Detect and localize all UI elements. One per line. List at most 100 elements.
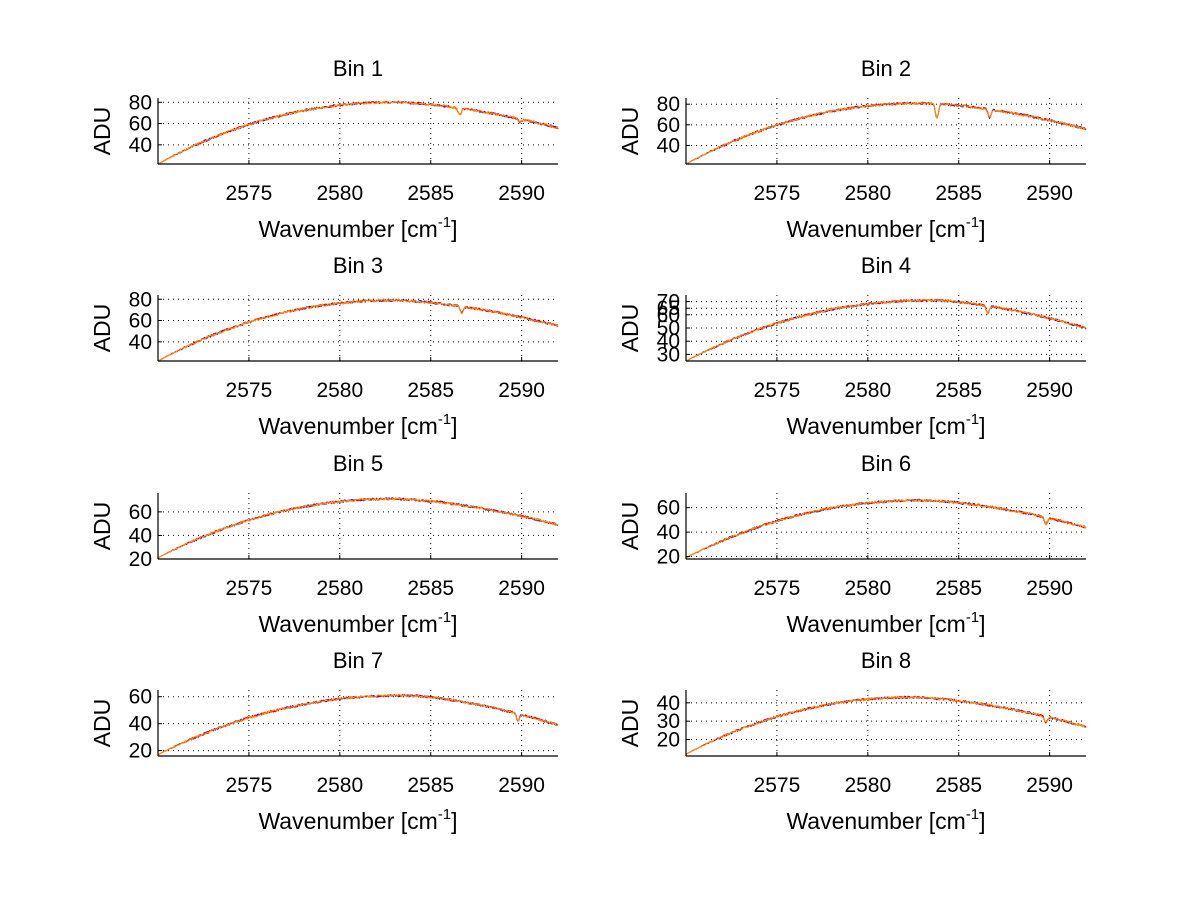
y-tick-label: 80 <box>129 288 152 311</box>
x-tick-label: 2575 <box>226 774 273 797</box>
y-tick-label: 20 <box>657 729 680 752</box>
x-tick-label: 2585 <box>407 774 454 797</box>
bin-1-series-3 <box>157 100 559 165</box>
x-axis-title-suffix: ] <box>451 216 457 242</box>
x-axis-title-main: Wavenumber [cm <box>786 808 965 834</box>
x-tick-label: 2580 <box>316 379 363 402</box>
x-axis-title-superscript: -1 <box>966 214 979 231</box>
x-axis-title-superscript: -1 <box>438 806 451 823</box>
panel-title: Bin 3 <box>333 253 383 278</box>
x-axis-title: Wavenumber [cm-1] <box>786 411 985 439</box>
y-tick-label: 60 <box>129 501 152 524</box>
x-tick-label: 2580 <box>844 379 891 402</box>
y-tick-label: 20 <box>129 548 152 571</box>
y-axis-title: ADU <box>89 502 115 551</box>
x-axis-title: Wavenumber [cm-1] <box>786 806 985 834</box>
y-tick-label: 40 <box>129 134 152 157</box>
x-tick-label: 2590 <box>1026 774 1073 797</box>
y-axis-title: ADU <box>617 304 643 353</box>
x-tick-label: 2585 <box>407 379 454 402</box>
panel-title: Bin 5 <box>333 451 383 476</box>
y-tick-label: 50 <box>657 317 680 340</box>
bin-2-series-3 <box>685 101 1087 165</box>
y-tick-label: 40 <box>657 692 680 715</box>
y-tick-label: 40 <box>657 134 680 157</box>
x-axis-title-superscript: -1 <box>966 806 979 823</box>
x-axis-title-main: Wavenumber [cm <box>786 413 965 439</box>
x-tick-label: 2585 <box>935 379 982 402</box>
x-axis-title: Wavenumber [cm-1] <box>786 609 985 637</box>
y-axis-title: ADU <box>89 304 115 353</box>
y-tick-label: 20 <box>129 740 152 763</box>
x-axis-title-suffix: ] <box>979 413 985 439</box>
x-axis-title-main: Wavenumber [cm <box>786 216 965 242</box>
x-axis-title: Wavenumber [cm-1] <box>258 214 457 242</box>
y-tick-label: 60 <box>657 497 680 520</box>
y-tick-label: 40 <box>657 330 680 353</box>
panel-title: Bin 8 <box>861 648 911 673</box>
x-axis-title-suffix: ] <box>451 611 457 637</box>
x-axis-title-main: Wavenumber [cm <box>258 808 437 834</box>
x-tick-label: 2590 <box>498 774 545 797</box>
y-tick-label: 40 <box>657 521 680 544</box>
panel-title: Bin 6 <box>861 451 911 476</box>
x-axis-title-superscript: -1 <box>438 609 451 626</box>
bin-4-series-3 <box>685 298 1087 362</box>
x-tick-label: 2575 <box>226 182 273 205</box>
bin-7-series-3 <box>157 693 559 756</box>
y-tick-label: 80 <box>657 93 680 116</box>
x-axis-title-superscript: -1 <box>966 609 979 626</box>
y-tick-label: 40 <box>129 331 152 354</box>
x-axis-title-main: Wavenumber [cm <box>258 611 437 637</box>
panel-title: Bin 2 <box>861 56 911 81</box>
y-tick-label: 70 <box>657 291 680 314</box>
x-tick-label: 2575 <box>754 774 801 797</box>
x-tick-label: 2575 <box>226 577 273 600</box>
x-tick-label: 2575 <box>754 379 801 402</box>
y-tick-label: 40 <box>129 524 152 547</box>
bin-3-series-3 <box>157 298 559 362</box>
x-axis-title-suffix: ] <box>451 413 457 439</box>
x-tick-label: 2575 <box>754 577 801 600</box>
x-tick-label: 2580 <box>316 577 363 600</box>
x-tick-label: 2590 <box>1026 379 1073 402</box>
y-tick-label: 40 <box>129 713 152 736</box>
y-axis-title: ADU <box>617 699 643 748</box>
x-tick-label: 2585 <box>935 577 982 600</box>
x-axis-title: Wavenumber [cm-1] <box>258 609 457 637</box>
x-tick-label: 2585 <box>935 774 982 797</box>
y-tick-label: 60 <box>129 113 152 136</box>
x-tick-label: 2590 <box>498 577 545 600</box>
y-axis-title: ADU <box>89 107 115 156</box>
y-tick-label: 60 <box>657 114 680 137</box>
x-axis-title-suffix: ] <box>979 611 985 637</box>
x-tick-label: 2580 <box>316 182 363 205</box>
panel-title: Bin 7 <box>333 648 383 673</box>
x-axis-title: Wavenumber [cm-1] <box>786 214 985 242</box>
panel-bin-7: 2575 2580 2585 2590 20 40 60 Bin 7 ADU Wavenumber… <box>89 648 559 834</box>
bin-5-series-3 <box>157 497 559 559</box>
x-tick-label: 2580 <box>844 182 891 205</box>
x-axis-title: Wavenumber [cm-1] <box>258 806 457 834</box>
y-tick-label: 30 <box>657 343 680 366</box>
bin-2-series-2 <box>685 101 1087 165</box>
x-tick-label: 2580 <box>316 774 363 797</box>
y-axis-title: ADU <box>89 699 115 748</box>
x-axis-title-main: Wavenumber [cm <box>258 413 437 439</box>
x-tick-label: 2575 <box>226 379 273 402</box>
x-axis-title-main: Wavenumber [cm <box>258 216 437 242</box>
x-tick-label: 2585 <box>407 182 454 205</box>
x-axis-title-superscript: -1 <box>438 214 451 231</box>
y-tick-label: 80 <box>129 91 152 114</box>
panel-title: Bin 1 <box>333 56 383 81</box>
x-axis-title-superscript: -1 <box>966 411 979 428</box>
x-tick-label: 2580 <box>844 577 891 600</box>
y-tick-label: 60 <box>129 686 152 709</box>
x-tick-label: 2585 <box>935 182 982 205</box>
